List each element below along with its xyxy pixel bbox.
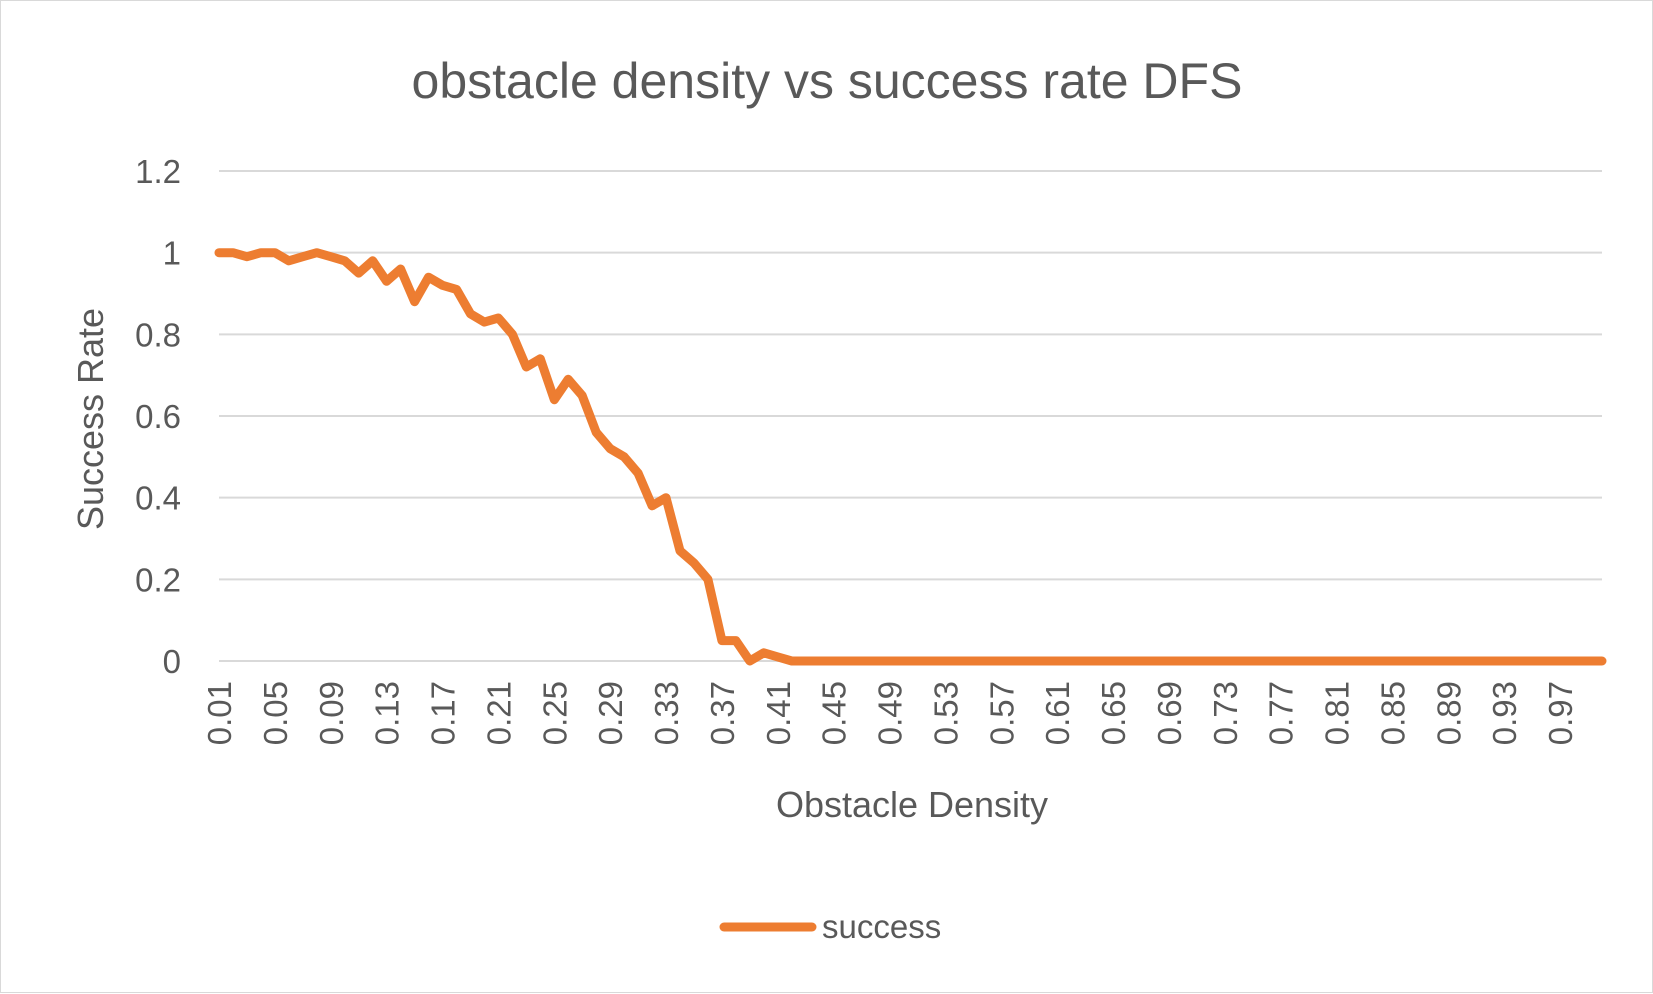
x-tick-label: 0.57 [983,681,1020,745]
x-tick-label: 0.77 [1263,681,1300,745]
legend-label-success: success [822,908,941,945]
x-tick-label: 0.65 [1095,681,1132,745]
x-tick-label: 0.61 [1039,681,1076,745]
x-tick-label: 0.89 [1430,681,1467,745]
x-tick-label: 0.45 [816,681,853,745]
x-tick-label: 0.33 [648,681,685,745]
y-axis-ticks: 0 0.2 0.4 0.6 0.8 1 1.2 [135,153,181,680]
x-tick-label: 0.29 [592,681,629,745]
y-tick-label: 1 [163,235,181,272]
y-tick-label: 1.2 [135,153,181,190]
x-tick-label: 0.09 [313,681,350,745]
series-line-success[interactable] [214,248,1607,666]
x-tick-label: 0.85 [1374,681,1411,745]
x-tick-label: 0.53 [927,681,964,745]
x-tick-label: 0.41 [760,681,797,745]
x-tick-label: 0.37 [704,681,741,745]
x-tick-label: 0.05 [257,681,294,745]
x-tick-label: 0.93 [1486,681,1523,745]
x-tick-label: 0.97 [1542,681,1579,745]
y-tick-label: 0 [163,643,181,680]
x-tick-label: 0.21 [480,681,517,745]
x-tick-label: 0.69 [1151,681,1188,745]
x-tick-label: 0.13 [369,681,406,745]
y-tick-label: 0.2 [135,561,181,598]
y-tick-label: 0.6 [135,398,181,435]
x-tick-label: 0.49 [872,681,909,745]
y-tick-label: 0.8 [135,316,181,353]
y-axis-title: Success Rate [70,308,111,530]
x-tick-label: 0.73 [1207,681,1244,745]
plot-area [214,248,1607,666]
x-tick-label: 0.81 [1319,681,1356,745]
x-tick-label: 0.01 [201,681,238,745]
x-tick-label: 0.17 [425,681,462,745]
legend[interactable]: success [719,908,941,945]
x-axis-title: Obstacle Density [776,784,1048,825]
x-axis-ticks: 0.01 0.05 0.09 0.13 0.17 0.21 0.25 0.29 0.33 0.37… [201,681,1579,745]
y-tick-label: 0.4 [135,480,181,517]
chart-title: obstacle density vs success rate DFS [412,53,1243,109]
gridlines [219,170,1602,662]
x-tick-label: 0.25 [536,681,573,745]
